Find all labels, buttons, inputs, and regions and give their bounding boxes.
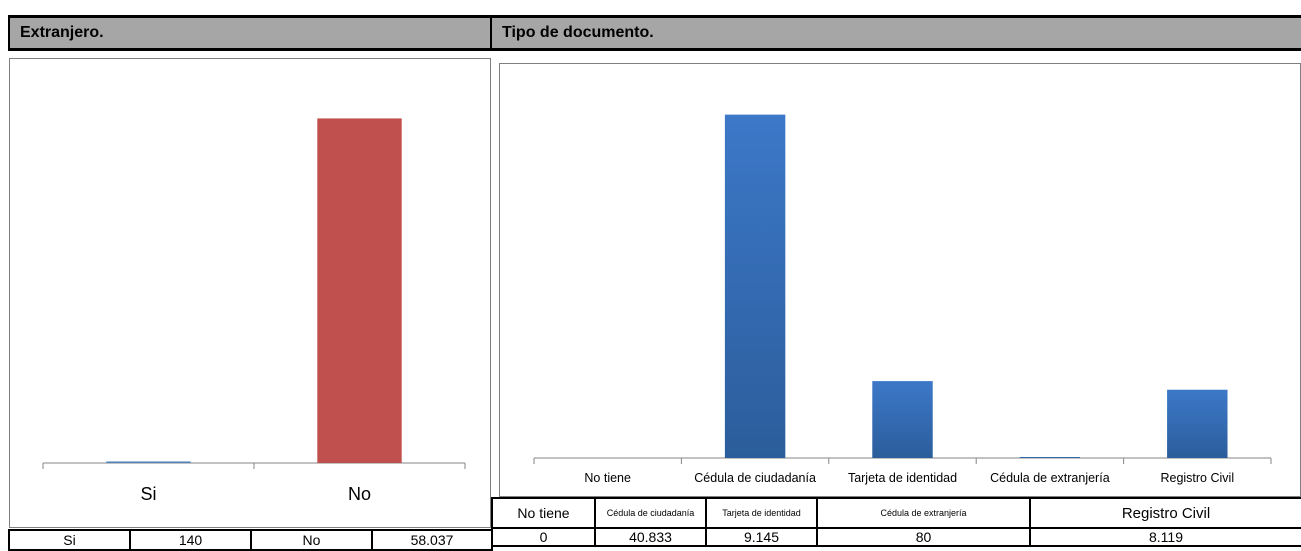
extranjero-table: Si 140 No 58.037 bbox=[8, 529, 493, 551]
x-tick-label: No bbox=[348, 484, 371, 504]
table-value-cell: 0 bbox=[491, 527, 596, 547]
extranjero-table-cell: Si bbox=[8, 529, 131, 551]
table-value-cell: 40.833 bbox=[594, 527, 707, 547]
extranjero-header: Extranjero. bbox=[8, 15, 491, 51]
x-tick-label: Cédula de ciudadanía bbox=[694, 471, 816, 485]
bar bbox=[317, 118, 402, 464]
tipo-documento-chart: No tiene Cédula de ciudadanía Tarjeta de i… bbox=[499, 63, 1301, 497]
bar bbox=[106, 461, 191, 463]
bar bbox=[872, 381, 933, 458]
bar bbox=[724, 114, 786, 458]
table-header-cell: Cédula de extranjería bbox=[816, 497, 1031, 529]
bar bbox=[1167, 389, 1228, 458]
x-tick-label: Registro Civil bbox=[1160, 471, 1234, 485]
extranjero-table-cell: 140 bbox=[129, 529, 252, 551]
x-tick-label: No tiene bbox=[584, 471, 631, 485]
table-value-cell: 8.119 bbox=[1029, 527, 1301, 547]
extranjero-chart: Si No bbox=[9, 58, 491, 528]
table-value-cell: 9.145 bbox=[705, 527, 818, 547]
tipo-documento-table: No tiene Cédula de ciudadanía Tarjeta de… bbox=[491, 497, 1301, 547]
table-header-cell: Cédula de ciudadanía bbox=[594, 497, 707, 529]
table-value-cell: 80 bbox=[816, 527, 1031, 547]
table-header-cell: Registro Civil bbox=[1029, 497, 1301, 529]
table-header-cell: No tiene bbox=[491, 497, 596, 529]
tipo-documento-header-title: Tipo de documento. bbox=[502, 24, 654, 41]
x-tick-label: Si bbox=[140, 484, 156, 504]
table-header-cell: Tarjeta de identidad bbox=[705, 497, 818, 529]
x-tick-label: Tarjeta de identidad bbox=[848, 471, 957, 485]
extranjero-table-cell: 58.037 bbox=[371, 529, 493, 551]
x-tick-label: Cédula de extranjería bbox=[990, 471, 1110, 485]
extranjero-table-cell: No bbox=[250, 529, 373, 551]
bar bbox=[1019, 457, 1081, 458]
extranjero-header-title: Extranjero. bbox=[20, 24, 104, 41]
tipo-documento-chart-svg: No tiene Cédula de ciudadanía Tarjeta de i… bbox=[533, 114, 1272, 485]
tipo-documento-header: Tipo de documento. bbox=[491, 15, 1301, 51]
extranjero-chart-svg: Si No bbox=[42, 118, 466, 504]
